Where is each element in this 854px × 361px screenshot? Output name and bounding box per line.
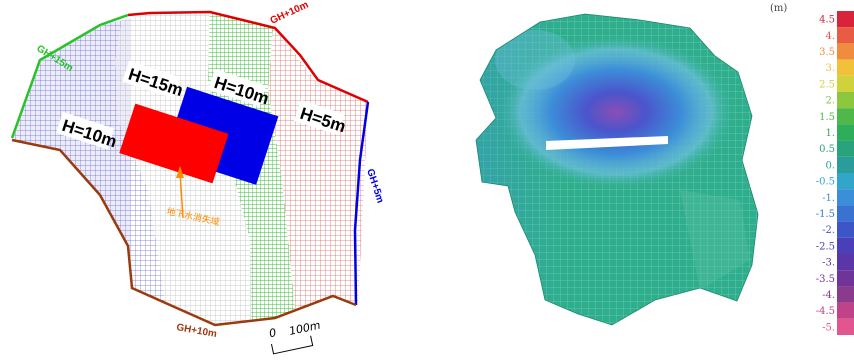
legend-swatch (837, 221, 854, 238)
legend-label: -2.5 (816, 241, 835, 252)
legend-label: 1. (825, 128, 835, 139)
drawdown-area (496, 34, 736, 190)
left-panel: H=10m H=15m H=10m H=5m GH+15m GH+10m GH+… (10, 0, 386, 355)
boundary-gh5 (353, 101, 370, 306)
legend-swatch (837, 43, 854, 60)
legend-swatch (837, 302, 854, 319)
legend-label: 3. (825, 63, 835, 74)
mesh-zones (12, 12, 368, 325)
head-legend: (m) 4.5 4. 3.5 3. 2.5 2. 1.5 1. 0.5 0. -0.5 -1. -1.5… (770, 3, 854, 335)
annotation-arrowhead (176, 166, 184, 178)
legend-label: 1.5 (819, 112, 835, 123)
block-red (119, 103, 229, 184)
legend-swatch (837, 173, 854, 190)
label-gh10-top: GH+10m (269, 0, 311, 27)
legend-swatch (837, 140, 854, 157)
tunnel-opening (546, 136, 668, 150)
legend-label: -4.5 (816, 306, 835, 317)
boundary-gh10-top (127, 10, 369, 104)
legend-swatch (837, 237, 854, 254)
legend-label: 2. (825, 96, 835, 107)
legend-label: -1.5 (816, 209, 835, 220)
legend-label: 4. (825, 31, 835, 42)
scale-zero: 0 (268, 326, 278, 340)
scale-value: 100m (288, 319, 322, 338)
legend-swatch (837, 59, 854, 76)
legend-label: 3.5 (819, 47, 835, 58)
legend-swatch (837, 11, 854, 28)
boundary-gh10-bottom (11, 138, 357, 327)
mesh-outline (475, 13, 759, 326)
label-gh10-bottom: GH+10m (175, 322, 217, 340)
legend-label: -2. (822, 225, 835, 236)
right-panel: (m) 4.5 4. 3.5 3. 2.5 2. 1.5 1. 0.5 0. -0.5 -1. -1.5… (475, 3, 854, 335)
legend-swatch (837, 75, 854, 92)
legend-label: -3. (822, 258, 835, 269)
legend-labels: 4.5 4. 3.5 3. 2.5 2. 1.5 1. 0.5 0. -0.5 -1. -1.5 -2. -… (816, 15, 835, 334)
block-group (119, 86, 279, 185)
legend-swatch (837, 124, 854, 141)
scale-bar: 0 100m (268, 319, 322, 355)
legend-swatch (837, 92, 854, 109)
legend-swatch (837, 189, 854, 206)
annotation-arrow (179, 171, 184, 219)
legend-color-bar (837, 11, 854, 335)
legend-label: 0. (825, 160, 835, 171)
legend-label: 4.5 (819, 15, 835, 26)
legend-label: -4. (822, 290, 835, 301)
legend-swatch (837, 156, 854, 173)
boundary-gh15 (10, 13, 129, 139)
legend-swatch (837, 286, 854, 303)
legend-swatch (837, 27, 854, 44)
legend-unit: (m) (770, 3, 787, 14)
legend-label: -1. (822, 193, 835, 204)
legend-swatch (837, 270, 854, 287)
legend-label: 2.5 (819, 79, 835, 90)
legend-swatch (837, 318, 854, 335)
legend-label: 0.5 (819, 144, 835, 155)
legend-label: -3.5 (816, 274, 835, 285)
legend-label: -5. (822, 322, 835, 333)
legend-swatch (837, 254, 854, 271)
head-distribution-mesh (476, 14, 758, 325)
legend-label: -0.5 (816, 177, 835, 188)
legend-swatch (837, 205, 854, 222)
legend-swatch (837, 108, 854, 125)
label-gh5: GH+5m (364, 168, 385, 205)
